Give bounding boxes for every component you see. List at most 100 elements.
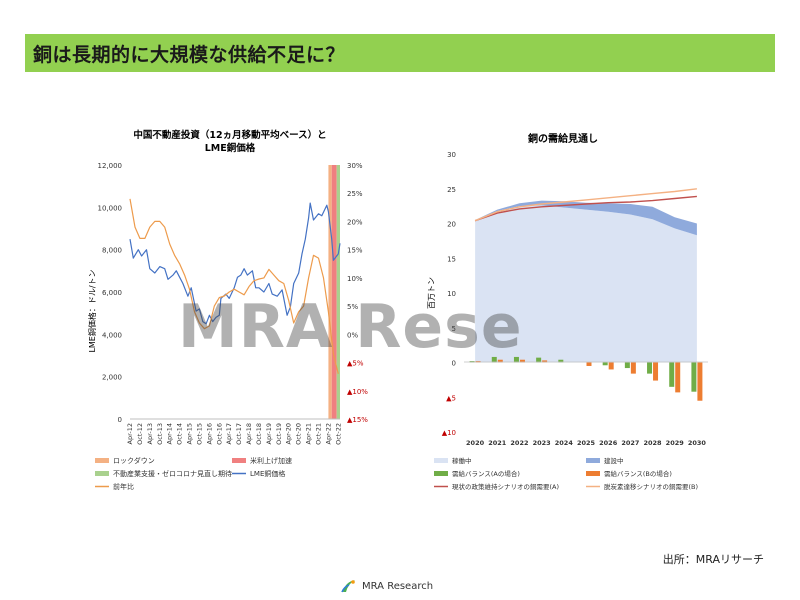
x-tick-label: Oct-15: [195, 423, 203, 445]
legend-label: LME銅価格: [250, 469, 285, 478]
watermark-text: MRA Rese: [178, 292, 523, 362]
logo-icon: [341, 580, 355, 593]
x-tick-label: 2029: [666, 439, 685, 447]
x-tick-label: Apr-16: [205, 423, 213, 444]
balance-bar: [536, 357, 542, 363]
y-tick-label: 30: [447, 151, 456, 159]
legend-swatch: [232, 458, 246, 463]
legend-label: 需給バランス(Aの場合): [452, 469, 520, 478]
x-tick-label: Oct-22: [334, 423, 342, 445]
balance-bar: [497, 359, 503, 363]
y2-tick-label: 0%: [347, 331, 358, 339]
x-tick-label: Apr-14: [166, 423, 174, 444]
y-tick-label: ▲5: [446, 394, 456, 402]
balance-bar: [519, 359, 525, 363]
operating-area: [475, 205, 697, 363]
legend-label: 不動産業支援・ゼロコロナ見直し期待: [113, 469, 232, 478]
y2-tick-label: 30%: [347, 162, 363, 170]
legend-item: 現状の政策維持シナリオの銅需要(A): [434, 482, 559, 491]
balance-bar: [669, 362, 675, 387]
legend-swatch: [434, 458, 448, 463]
x-tick-label: Oct-17: [235, 423, 243, 445]
legend-item: ロックダウン: [95, 456, 155, 465]
chart1-subtitle: LME銅価格: [205, 142, 256, 154]
legend-item: 需給バランス(Aの場合): [434, 469, 520, 478]
demand-line: [474, 195, 697, 222]
x-tick-label: 2027: [621, 439, 639, 447]
y-tick-label: 0: [118, 416, 122, 424]
legend-item: 脱炭素達移シナリオの銅需要(B): [586, 482, 698, 491]
y2-tick-label: ▲5%: [347, 360, 364, 368]
x-tick-label: Apr-22: [324, 423, 332, 444]
balance-bar: [691, 362, 697, 392]
x-tick-label: Oct-14: [176, 423, 184, 445]
yoy-line: [129, 198, 339, 374]
legend-swatch: [586, 458, 600, 463]
y-tick-label: 10: [447, 290, 456, 298]
x-tick-label: Oct-20: [295, 423, 303, 445]
balance-bar: [586, 362, 592, 366]
legend-label: 建設中: [604, 456, 624, 465]
property-investment-copper-chart: 中国不動産投資（12ヵ月移動平均ベース）と LME銅価格 0 2,000 4,000…: [87, 129, 368, 491]
logo-text: MRA Research: [362, 580, 434, 592]
y-tick-label: 20: [447, 221, 456, 229]
x-tick-label: Oct-13: [156, 423, 164, 445]
y-tick-label: 25: [447, 186, 456, 194]
y2-tick-label: 10%: [347, 275, 363, 283]
y2-tick-label: 5%: [347, 303, 358, 311]
legend-item: 需給バランス(Bの場合): [586, 469, 672, 478]
chart2-y-axis-label: 百万トン: [427, 277, 436, 309]
x-tick-label: 2025: [577, 439, 596, 447]
x-tick-label: 2030: [688, 439, 707, 447]
company-logo: MRA Research: [340, 578, 433, 594]
x-tick-label: 2020: [466, 439, 485, 447]
legend-label: 米利上げ加速: [250, 456, 292, 465]
legend-item: 不動産業支援・ゼロコロナ見直し期待: [95, 469, 232, 478]
y-tick-label: 12,000: [98, 162, 123, 170]
balance-bar: [624, 362, 630, 369]
y-tick-label: 8,000: [102, 247, 122, 255]
balance-bar: [675, 362, 681, 393]
balance-bar: [491, 356, 497, 363]
legend-swatch: [434, 471, 448, 476]
x-tick-label: Oct-18: [255, 423, 263, 445]
legend-item: 稼働中: [434, 456, 472, 465]
legend-label: 需給バランス(Bの場合): [604, 469, 672, 478]
x-tick-label: Oct-19: [275, 423, 283, 445]
x-tick-label: Apr-13: [146, 423, 154, 444]
legend-label: 前年比: [113, 482, 134, 491]
x-tick-label: 2028: [643, 439, 662, 447]
legend-item: 前年比: [95, 482, 134, 491]
chart1-y-axis-label: LME銅価格：ドル/トン: [87, 269, 97, 352]
x-tick-label: Apr-17: [225, 423, 233, 444]
y-tick-label: 10,000: [98, 204, 123, 212]
x-tick-label: Apr-19: [265, 423, 273, 444]
balance-bar: [608, 362, 614, 370]
x-tick-label: Apr-12: [126, 423, 134, 444]
x-tick-label: 2023: [533, 439, 551, 447]
x-tick-label: 2024: [555, 439, 574, 447]
balance-bar: [630, 362, 636, 374]
legend-label: ロックダウン: [113, 456, 155, 465]
shaded-period: [328, 165, 332, 419]
x-tick-label: Apr-20: [285, 423, 293, 444]
balance-bar: [653, 362, 659, 381]
y-tick-label: 0: [452, 360, 456, 368]
x-tick-label: 2022: [510, 439, 528, 447]
x-tick-label: Oct-12: [136, 423, 144, 445]
balance-bar: [513, 356, 519, 363]
slide-title-bar: 銅は長期的に大規模な供給不足に？: [25, 34, 775, 72]
legend-label: 稼働中: [452, 456, 472, 465]
y-tick-label: ▲10: [442, 429, 456, 437]
x-tick-label: 2021: [488, 439, 507, 447]
x-tick-label: 2026: [599, 439, 618, 447]
legend-swatch: [95, 471, 109, 476]
y-tick-label: 2,000: [102, 374, 122, 382]
chart1-title: 中国不動産投資（12ヵ月移動平均ベース）と: [133, 129, 326, 141]
balance-bar: [647, 362, 653, 374]
legend-item: 米利上げ加速: [232, 456, 292, 465]
legend-swatch: [586, 471, 600, 476]
x-tick-label: Apr-21: [305, 423, 313, 444]
balance-bar: [697, 362, 703, 401]
